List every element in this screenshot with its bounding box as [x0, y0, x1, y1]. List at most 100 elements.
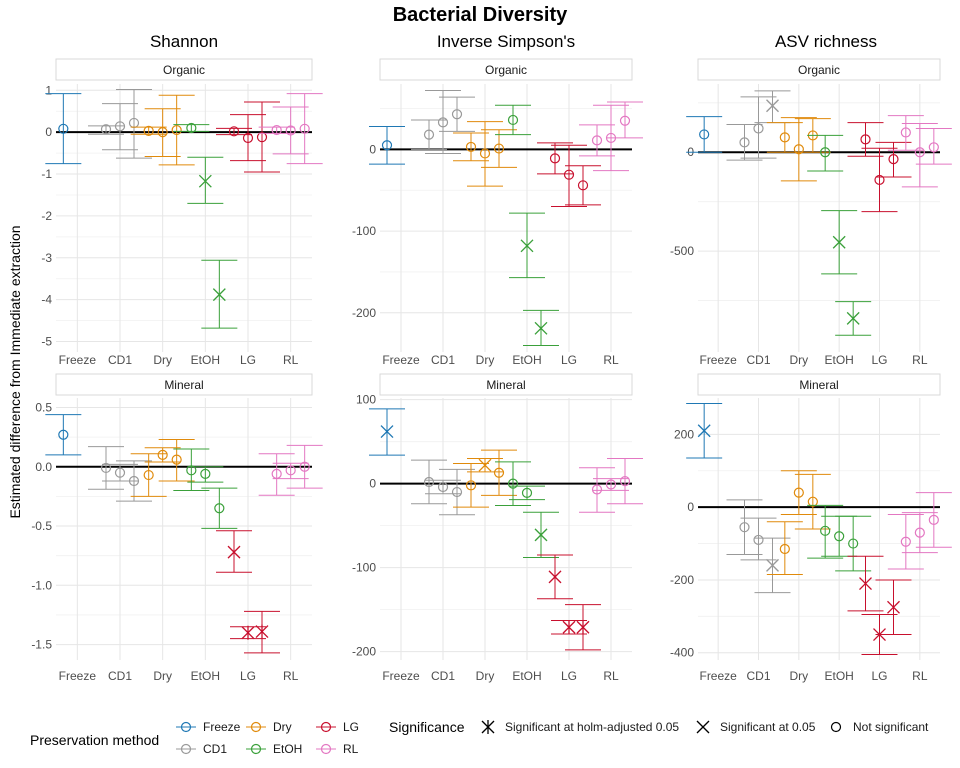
x-tick-label: LG: [240, 669, 256, 683]
data-point-rl: [579, 124, 615, 157]
point-marker-circle: [834, 531, 845, 542]
data-point-cd1: [116, 88, 152, 159]
x-tick-label: CD1: [746, 353, 770, 367]
x-tick-label: Dry: [476, 669, 495, 683]
legend-significance-circle: Not significant: [830, 720, 929, 734]
legend-key-circle: [250, 743, 262, 755]
data-point-dry: [130, 453, 167, 497]
data-point-lg: [551, 144, 587, 208]
point-marker-circle: [605, 479, 617, 490]
legend-label: Significant at holm-adjusted 0.05: [505, 720, 679, 734]
point-marker-circle: [521, 487, 533, 498]
legend-key-circle: [180, 721, 192, 733]
legend: Preservation method Freeze Dry LG CD1 EtOH RL S…: [30, 719, 929, 756]
data-point-dry: [158, 94, 195, 166]
metric-title: ASV richness: [775, 32, 877, 51]
point-marker-circle: [793, 487, 804, 498]
y-tick-label: -1.5: [31, 638, 52, 652]
point-marker-cross: [198, 174, 212, 188]
y-tick-label: 0: [45, 125, 52, 139]
data-point-lg: [565, 165, 601, 206]
data-point-dry: [144, 447, 181, 463]
x-tick-label: LG: [561, 669, 577, 683]
data-point-rl: [593, 478, 629, 491]
x-tick-label: EtOH: [512, 353, 541, 367]
data-point-etoh: [821, 515, 858, 557]
data-point-etoh: [173, 122, 210, 134]
point-marker-circle: [299, 123, 310, 134]
figure-title: Bacterial Diversity: [393, 4, 568, 26]
legend-significance-asterisk: Significant at holm-adjusted 0.05: [481, 720, 679, 734]
gridlines: [380, 398, 632, 660]
facet-strip-label: Mineral: [486, 378, 525, 392]
x-tick-label: Freeze: [699, 353, 737, 367]
point-marker-circle: [114, 467, 126, 478]
data-point-cd1: [411, 459, 447, 505]
x-tick-label: LG: [561, 353, 577, 367]
data-point-etoh: [807, 504, 844, 559]
point-marker-cross: [534, 528, 548, 542]
facet-strip: [55, 58, 313, 81]
point-marker-circle: [591, 484, 603, 495]
panel-inverse-simpson-s-mineral: Mineral 100 0 -100 -200 Freeze CD1 Dry EtOH LG RL: [352, 373, 643, 683]
data-point-lg: [230, 114, 266, 162]
data-point-lg: [875, 579, 912, 636]
y-tick-label: 0.0: [35, 460, 52, 474]
point-marker-circle: [779, 543, 790, 555]
data-point-etoh: [187, 466, 224, 483]
data-point-cd1: [411, 119, 447, 150]
x-tick-label: Freeze: [382, 669, 420, 683]
point-marker-circle: [591, 135, 603, 146]
x-tick-label: LG: [240, 353, 256, 367]
legend-label: Dry: [273, 720, 292, 734]
legend-item-lg: LG: [316, 720, 359, 734]
data-point-freeze: [369, 125, 405, 165]
y-tick-label: -5: [41, 335, 52, 349]
facet-strip: [379, 58, 633, 81]
point-marker-circle: [619, 476, 631, 487]
point-marker-circle: [381, 140, 393, 151]
data-point-cd1: [726, 124, 763, 161]
point-marker-circle: [493, 467, 505, 478]
data-point-rl: [258, 124, 295, 136]
point-marker-circle: [928, 142, 939, 153]
gridlines: [56, 84, 312, 352]
x-tick-label: RL: [603, 353, 619, 367]
point-marker-cross: [696, 720, 710, 734]
legend-label: Significant at 0.05: [720, 720, 816, 734]
data-point-etoh: [807, 134, 844, 172]
point-marker-cross: [478, 458, 492, 472]
x-tick-label: CD1: [108, 353, 132, 367]
y-tick-label: -200: [352, 645, 376, 659]
point-marker-circle: [437, 481, 449, 493]
y-tick-label: -4: [41, 293, 52, 307]
data-point-cd1: [116, 460, 152, 502]
point-marker-circle: [214, 503, 225, 514]
data-point-dry: [453, 463, 489, 508]
data-point-lg: [875, 141, 912, 178]
data-point-etoh: [509, 485, 545, 501]
point-marker-circle: [143, 125, 154, 136]
data-point-dry: [467, 457, 503, 473]
data-point-rl: [258, 453, 295, 496]
data-point-dry: [158, 438, 195, 482]
legend-label: EtOH: [273, 742, 302, 756]
point-marker-asterisk: [255, 624, 269, 639]
legend-key-circle: [320, 721, 332, 733]
point-marker-circle: [200, 468, 211, 479]
data-point-rl: [887, 115, 924, 151]
y-tick-label: 100: [356, 393, 376, 407]
point-marker-circle: [848, 538, 859, 549]
data-point-etoh: [495, 104, 531, 136]
data-point-etoh: [173, 448, 210, 491]
legend-label: RL: [343, 742, 359, 756]
data-point-rl: [272, 106, 309, 155]
data-point-etoh: [187, 156, 224, 204]
point-marker-circle: [58, 123, 69, 134]
point-marker-circle: [753, 123, 764, 134]
point-marker-circle: [793, 144, 804, 155]
y-tick-label: 1: [45, 83, 52, 97]
x-tick-label: EtOH: [191, 669, 220, 683]
point-marker-circle: [928, 514, 939, 526]
facet-strip: [55, 373, 313, 396]
